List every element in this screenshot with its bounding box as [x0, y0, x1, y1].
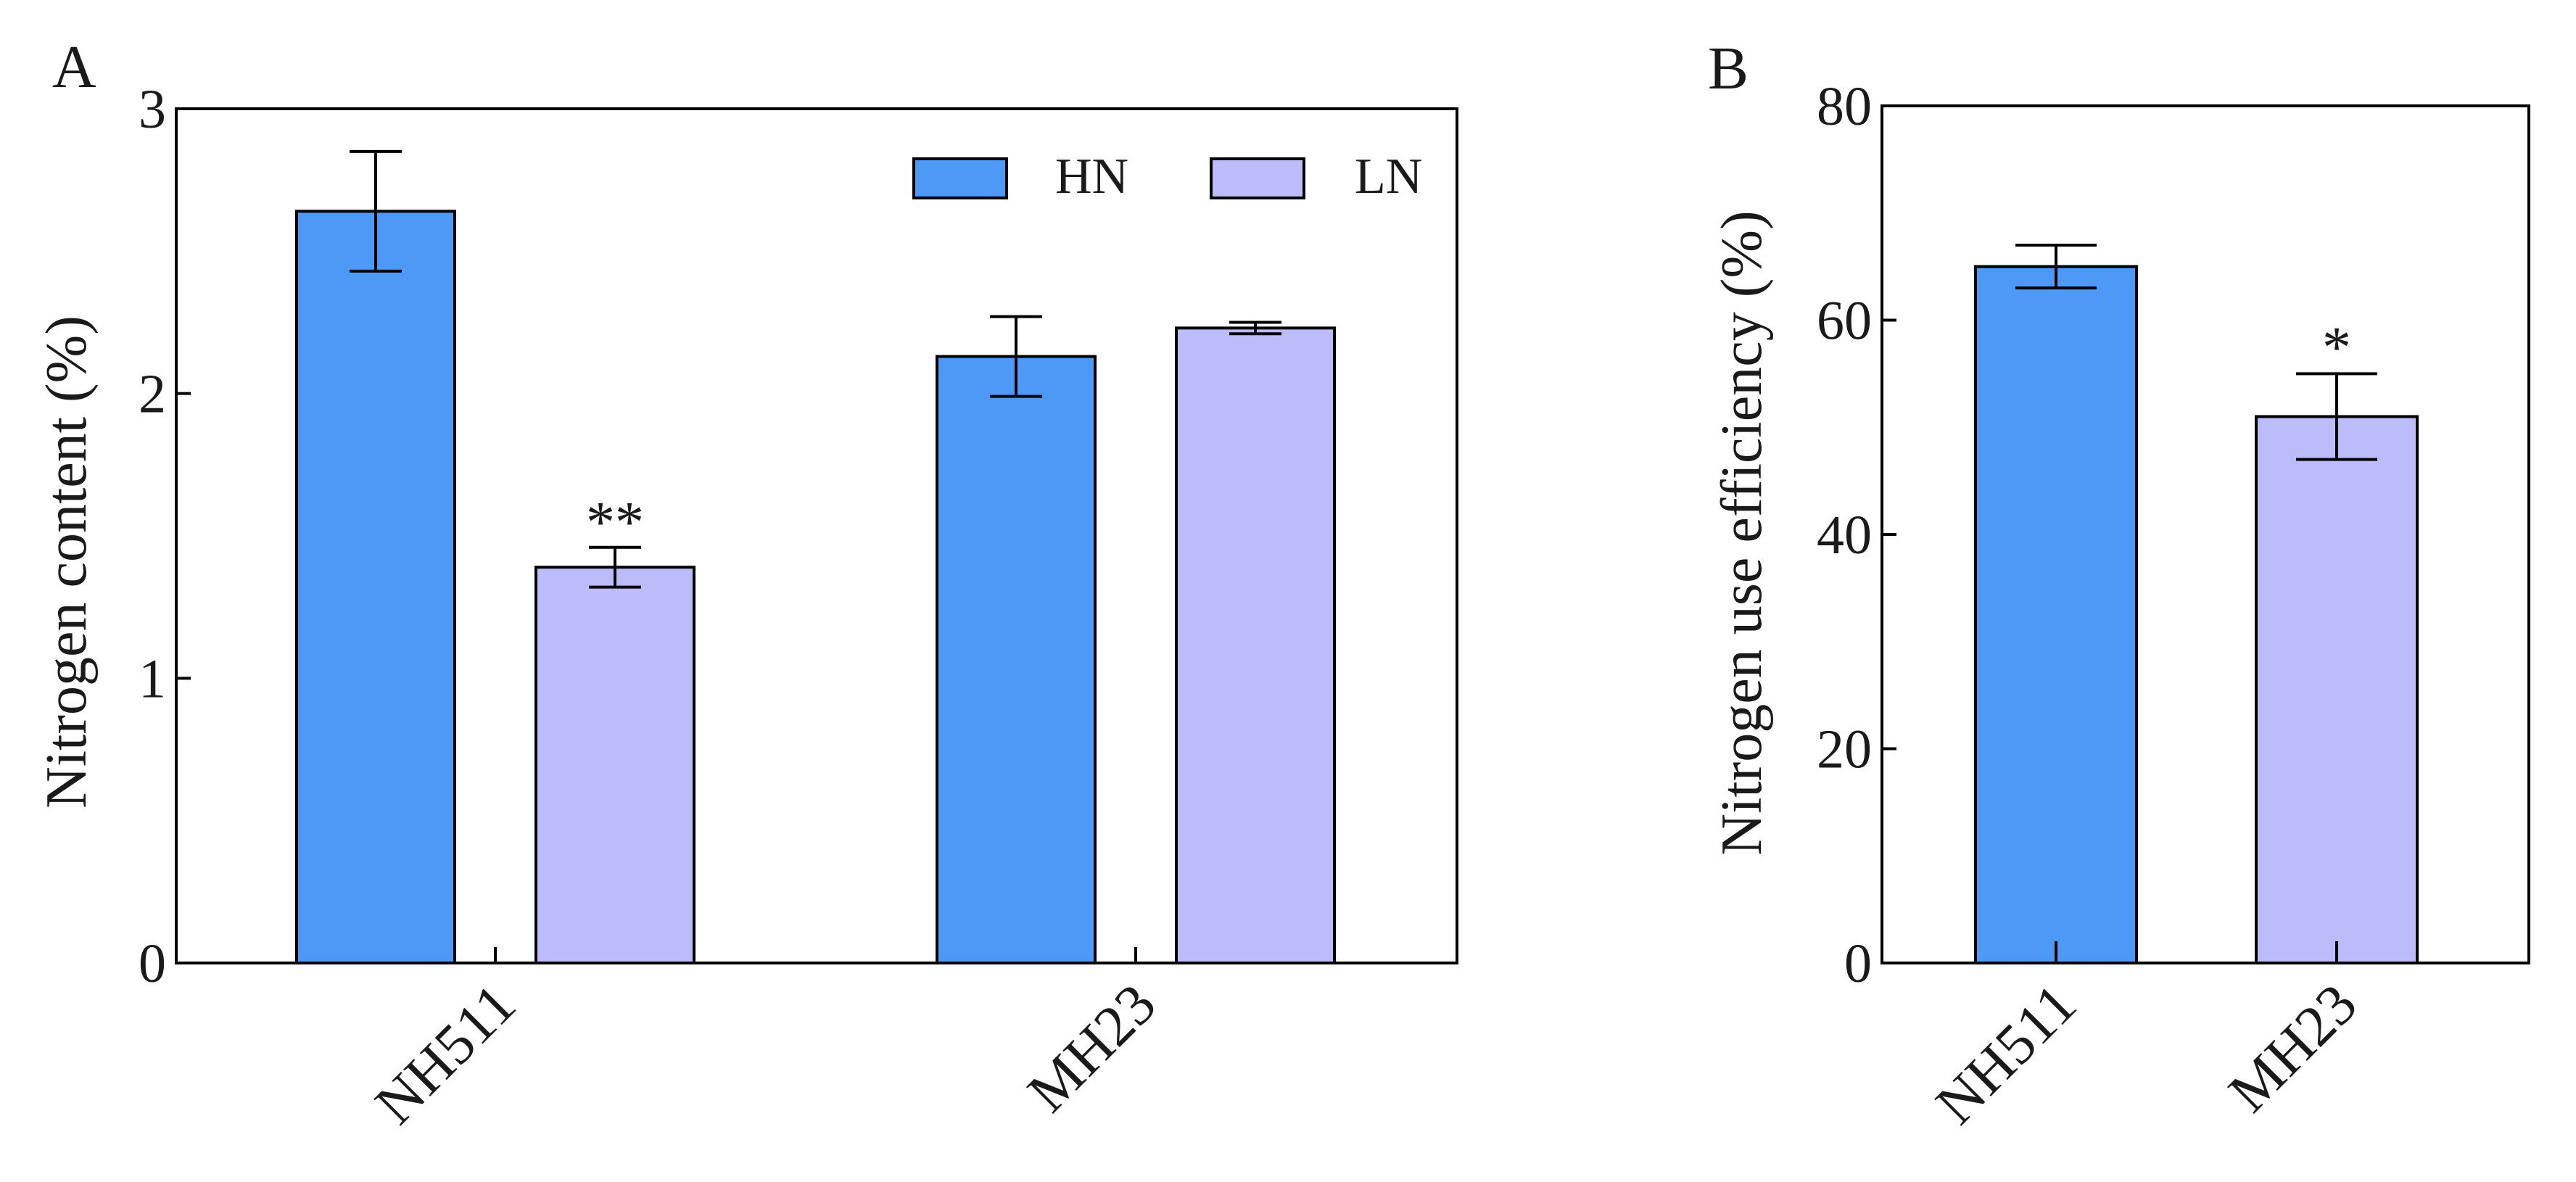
panel-a: A Nitrogen content (%) 0 1 2 3 ** NH511 MH23 H… — [35, 33, 1458, 1137]
panel-b-y-tick-label: 0 — [1844, 933, 1872, 994]
panel-a-x-tick-label: NH511 — [363, 972, 528, 1137]
panel-b-label: B — [1708, 35, 1749, 102]
panel-b-x-tick-label: NH511 — [1924, 972, 2089, 1137]
panel-b-y-tick-label: 20 — [1817, 719, 1872, 780]
significance-marker: * — [2322, 315, 2351, 379]
legend-hn-swatch — [912, 157, 1008, 199]
panel-b-plot-area: 0 20 40 60 80 NH511 * MH23 — [1817, 76, 2419, 1137]
panel-a-x-tick-label: MH23 — [1016, 972, 1168, 1125]
panel-a-y-tick-label: 3 — [139, 79, 166, 140]
panel-a-y-axis-label: Nitrogen content (%) — [35, 315, 99, 809]
panel-b-x-tick-label: MH23 — [2217, 972, 2369, 1125]
panel-a-plot-area: 0 1 2 3 ** NH511 MH23 — [139, 79, 1336, 1137]
significance-marker: ** — [586, 491, 644, 555]
panel-b: B Nitrogen use efficiency (%) 0 20 40 60 80 N… — [1708, 35, 2530, 1137]
panel-a-y-tick-label: 0 — [139, 933, 166, 994]
legend-hn-label: HN — [1055, 149, 1128, 204]
panel-b-y-axis-label: Nitrogen use efficiency (%) — [1710, 210, 1774, 855]
legend-ln-swatch — [1210, 157, 1305, 199]
bar-hn-nh511 — [295, 210, 456, 964]
bar-nh511 — [1974, 265, 2138, 964]
panel-b-y-tick-label: 60 — [1817, 291, 1872, 352]
panel-a-label: A — [52, 33, 96, 101]
bar-ln-mh23 — [1175, 326, 1336, 964]
legend-ln-label: LN — [1355, 149, 1422, 204]
panel-a-legend: HN LN — [912, 149, 1422, 204]
bar-hn-mh23 — [936, 355, 1097, 964]
panel-b-y-tick-label: 80 — [1817, 76, 1872, 137]
panel-a-axes-frame — [175, 107, 1458, 964]
panel-a-y-tick-label: 2 — [139, 364, 166, 425]
panel-b-y-tick-label: 40 — [1817, 505, 1872, 566]
panel-a-y-tick-label: 1 — [139, 648, 166, 709]
bar-mh23 — [2255, 415, 2419, 964]
panel-b-axes-frame — [1881, 104, 2530, 964]
bar-ln-nh511 — [534, 566, 695, 964]
